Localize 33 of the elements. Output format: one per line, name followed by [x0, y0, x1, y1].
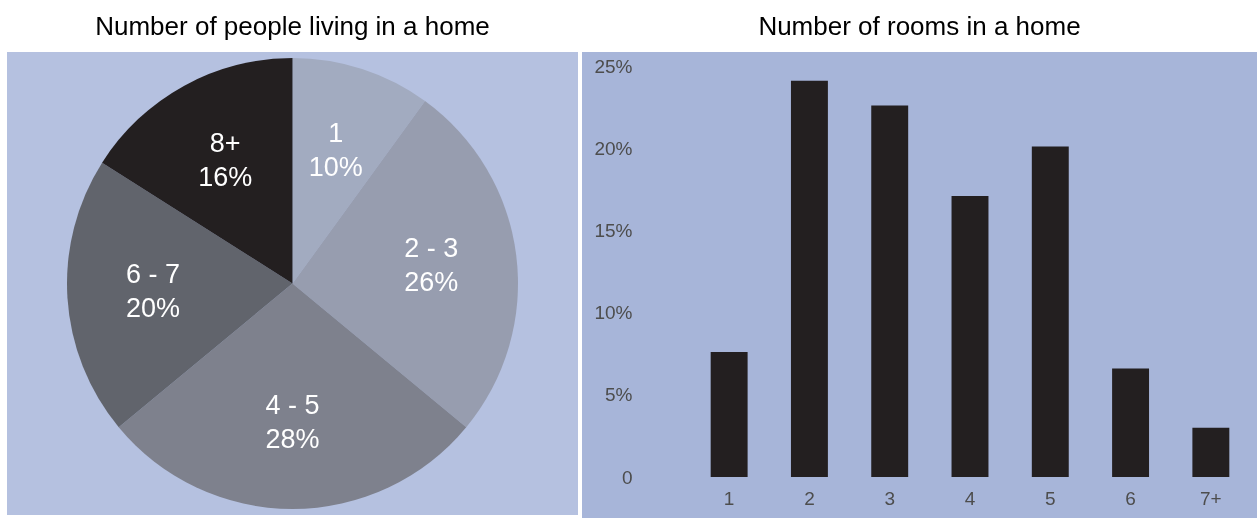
- bar: [1112, 368, 1150, 477]
- x-tick-label: 3: [884, 487, 895, 509]
- bar: [951, 195, 989, 477]
- bar: [1192, 427, 1230, 477]
- slice-label: 1: [328, 117, 344, 148]
- data-label: 20%: [125, 293, 180, 324]
- bar: [790, 80, 828, 477]
- bar: [1031, 146, 1069, 477]
- y-tick-label: 25%: [594, 55, 633, 77]
- bar: [710, 352, 748, 477]
- slice-label: 6 - 7: [125, 259, 180, 290]
- slice-label: 2 - 3: [404, 232, 459, 263]
- x-tick-label: 7+: [1200, 487, 1222, 509]
- data-label: 10%: [308, 151, 363, 182]
- bar: [871, 105, 909, 477]
- y-tick-label: 20%: [594, 137, 633, 159]
- data-label: 26%: [404, 266, 459, 297]
- data-label: 16%: [198, 161, 253, 192]
- slice-label: 8+: [209, 127, 241, 158]
- y-tick-label: 0: [621, 466, 633, 488]
- x-tick-label: 1: [723, 487, 735, 509]
- x-tick-label: 4: [964, 487, 976, 509]
- slice-label: 4 - 5: [265, 390, 320, 421]
- pie-slice: [102, 58, 293, 284]
- data-label: 28%: [265, 424, 320, 455]
- x-tick-label: 5: [1045, 487, 1056, 509]
- y-tick-label: 5%: [605, 384, 633, 406]
- chart-title: Number of rooms in a home: [758, 11, 1081, 41]
- y-tick-label: 10%: [594, 302, 633, 324]
- x-tick-label: 2: [804, 487, 815, 509]
- chart-title: Number of people living in a home: [95, 11, 490, 41]
- y-tick-label: 15%: [594, 219, 633, 241]
- x-tick-label: 6: [1125, 487, 1136, 509]
